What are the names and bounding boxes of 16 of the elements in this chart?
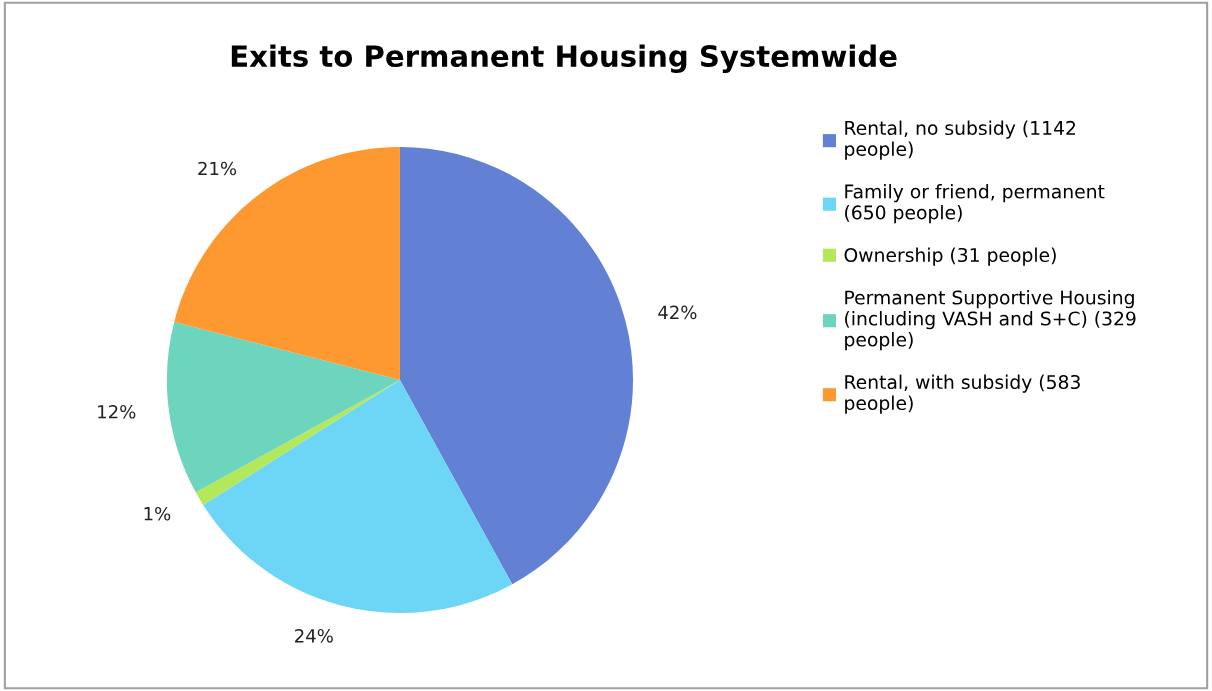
data-label: 21% — [198, 161, 237, 176]
pie-slice — [166, 322, 400, 493]
legend-label: Permanent Supportive Housing (including VASH and S+C) (329 people) — [845, 290, 1136, 351]
legend-label: Rental, no subsidy (1142 people) — [845, 120, 1076, 160]
chart-title: Exits to Permanent Housing Systemwide — [231, 44, 897, 73]
legend-label: Family or friend, permanent (650 people) — [845, 184, 1105, 224]
legend-label: Ownership (31 people) — [844, 247, 1056, 266]
data-label: 42% — [658, 305, 697, 320]
data-label: 1% — [144, 506, 171, 521]
legend-label: Rental, with subsidy (583 people) — [845, 374, 1080, 414]
pie-slice — [195, 380, 400, 505]
pie-slice — [174, 146, 400, 381]
data-label: 24% — [295, 628, 333, 643]
data-label: 12% — [98, 404, 136, 419]
pie-slice — [203, 380, 513, 614]
pie-slice — [399, 146, 633, 585]
